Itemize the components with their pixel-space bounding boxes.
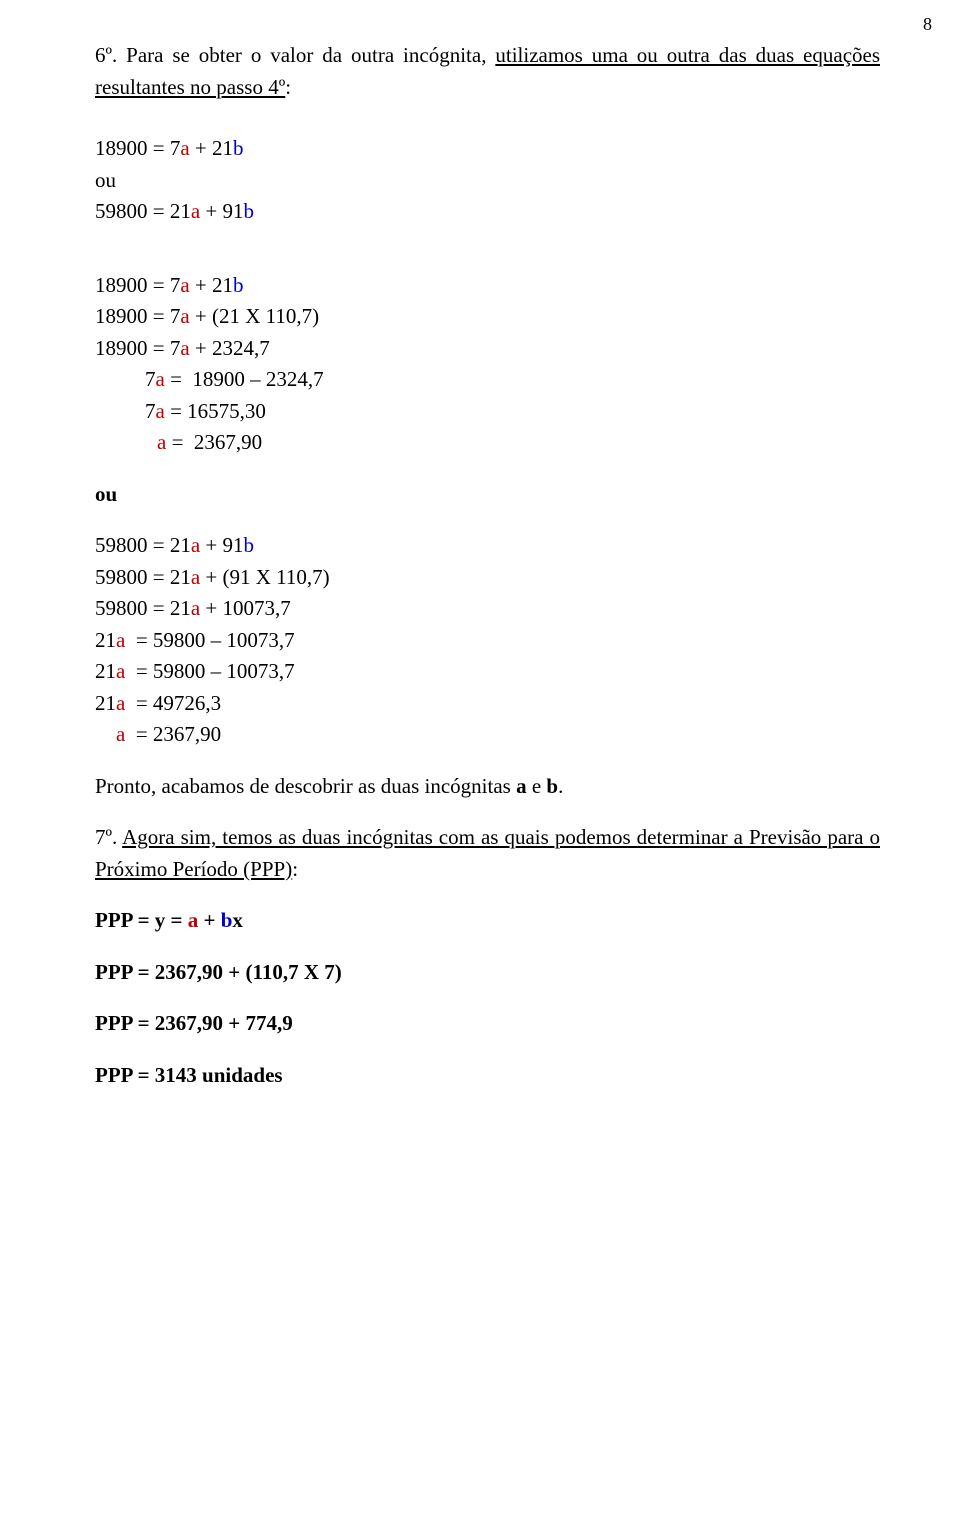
var-y: y	[155, 908, 166, 932]
text: 18900 = 7	[95, 304, 180, 328]
eq-c-line2: 59800 = 21a + (91 X 110,7)	[95, 562, 880, 594]
var-a: a	[116, 628, 125, 652]
text: 59800 = 21	[95, 596, 191, 620]
text: = 2367,90	[125, 722, 221, 746]
eq-b-line2: 18900 = 7a + (21 X 110,7)	[95, 301, 880, 333]
var-b: b	[221, 908, 233, 932]
text: 18900 = 7	[95, 336, 180, 360]
var-a: a	[191, 533, 200, 557]
ou-middle: ou	[95, 479, 880, 511]
step7-underlined: Agora sim, temos as duas incógnitas com …	[95, 825, 880, 881]
var-a: a	[156, 367, 165, 391]
eq-b-line3: 18900 = 7a + 2324,7	[95, 333, 880, 365]
step6-paragraph: 6º. Para se obter o valor da outra incóg…	[95, 40, 880, 103]
pronto-paragraph: Pronto, acabamos de descobrir as duas in…	[95, 771, 880, 803]
pronto-pre: Pronto, acabamos de descobrir as duas in…	[95, 774, 516, 798]
text: + 10073,7	[200, 596, 291, 620]
eq-c-line7: a = 2367,90	[95, 719, 880, 751]
text: + (21 X 110,7)	[190, 304, 319, 328]
ppp-line1: PPP = y = a + bx	[95, 905, 880, 937]
text: 59800 = 21	[95, 199, 191, 223]
step7-suffix: :	[292, 857, 298, 881]
var-b: b	[233, 136, 244, 160]
text: + 2324,7	[190, 336, 270, 360]
text: = 59800 – 10073,7	[125, 659, 294, 683]
var-a: a	[180, 304, 189, 328]
eq-c-line4: 21a = 59800 – 10073,7	[95, 625, 880, 657]
eq-c-line3: 59800 = 21a + 10073,7	[95, 593, 880, 625]
equations-block-b: 18900 = 7a + 21b 18900 = 7a + (21 X 110,…	[95, 270, 880, 459]
var-b: b	[233, 273, 244, 297]
var-a: a	[116, 722, 125, 746]
text: 21	[95, 691, 116, 715]
var-a: a	[180, 336, 189, 360]
text: + 21	[190, 136, 233, 160]
text: = 59800 – 10073,7	[125, 628, 294, 652]
eq-b-line1: 18900 = 7a + 21b	[95, 270, 880, 302]
text: = 16575,30	[165, 399, 266, 423]
eq-c-line6: 21a = 49726,3	[95, 688, 880, 720]
var-b: b	[244, 533, 255, 557]
ou-text: ou	[95, 479, 880, 511]
text: 21	[95, 628, 116, 652]
bold-a: a	[516, 774, 527, 798]
text: = 2367,90	[166, 430, 262, 454]
eq-b-line6: a = 2367,90	[95, 427, 880, 459]
ppp-formula-3: PPP = 2367,90 + 774,9	[95, 1008, 880, 1040]
var-a: a	[156, 399, 165, 423]
ppp-formula-4: PPP = 3143 unidades	[95, 1060, 880, 1092]
text: = 18900 – 2324,7	[165, 367, 324, 391]
ppp-line3: PPP = 2367,90 + 774,9	[95, 1008, 880, 1040]
ppp-formula-2: PPP = 2367,90 + (110,7 X 7)	[95, 957, 880, 989]
text: 59800 = 21	[95, 533, 191, 557]
step6-prefix: 6º. Para se obter o valor da outra incóg…	[95, 43, 495, 67]
var-a: a	[157, 430, 166, 454]
eq-a-line1: 18900 = 7a + 21b	[95, 133, 880, 165]
text: +	[198, 908, 220, 932]
var-a: a	[191, 565, 200, 589]
text: 7	[145, 367, 156, 391]
ppp-formula-1: PPP = y = a + bx	[95, 905, 880, 937]
ppp-line2: PPP = 2367,90 + (110,7 X 7)	[95, 957, 880, 989]
eq-c-line5: 21a = 59800 – 10073,7	[95, 656, 880, 688]
document-page: 8 6º. Para se obter o valor da outra inc…	[0, 0, 960, 1530]
text: + (91 X 110,7)	[200, 565, 329, 589]
text: 18900 = 7	[95, 136, 180, 160]
text: PPP =	[95, 908, 155, 932]
text: = 49726,3	[125, 691, 221, 715]
var-b: b	[244, 199, 255, 223]
step6-suffix: :	[285, 75, 291, 99]
var-a: a	[191, 199, 200, 223]
pronto-and: e	[527, 774, 547, 798]
eq-b-line4: 7a = 18900 – 2324,7	[95, 364, 880, 396]
text: 21	[95, 659, 116, 683]
equations-block-a: 18900 = 7a + 21b ou 59800 = 21a + 91b	[95, 133, 880, 228]
var-x: x	[232, 908, 243, 932]
eq-a-line2: 59800 = 21a + 91b	[95, 196, 880, 228]
step7-prefix: 7º.	[95, 825, 122, 849]
var-a: a	[191, 596, 200, 620]
ou-text: ou	[95, 165, 880, 197]
var-a: a	[180, 273, 189, 297]
var-a: a	[116, 691, 125, 715]
pronto-dot: .	[558, 774, 563, 798]
text: 7	[145, 399, 156, 423]
ppp-line4: PPP = 3143 unidades	[95, 1060, 880, 1092]
step7-paragraph: 7º. Agora sim, temos as duas incógnitas …	[95, 822, 880, 885]
var-a: a	[116, 659, 125, 683]
text: 18900 = 7	[95, 273, 180, 297]
text: 59800 = 21	[95, 565, 191, 589]
equations-block-c: 59800 = 21a + 91b 59800 = 21a + (91 X 11…	[95, 530, 880, 751]
page-number: 8	[923, 14, 932, 35]
text: =	[165, 908, 187, 932]
text: + 91	[200, 199, 243, 223]
eq-c-line1: 59800 = 21a + 91b	[95, 530, 880, 562]
text: + 21	[190, 273, 233, 297]
var-a: a	[188, 908, 199, 932]
eq-b-line5: 7a = 16575,30	[95, 396, 880, 428]
var-a: a	[180, 136, 189, 160]
bold-b: b	[546, 774, 558, 798]
text: + 91	[200, 533, 243, 557]
